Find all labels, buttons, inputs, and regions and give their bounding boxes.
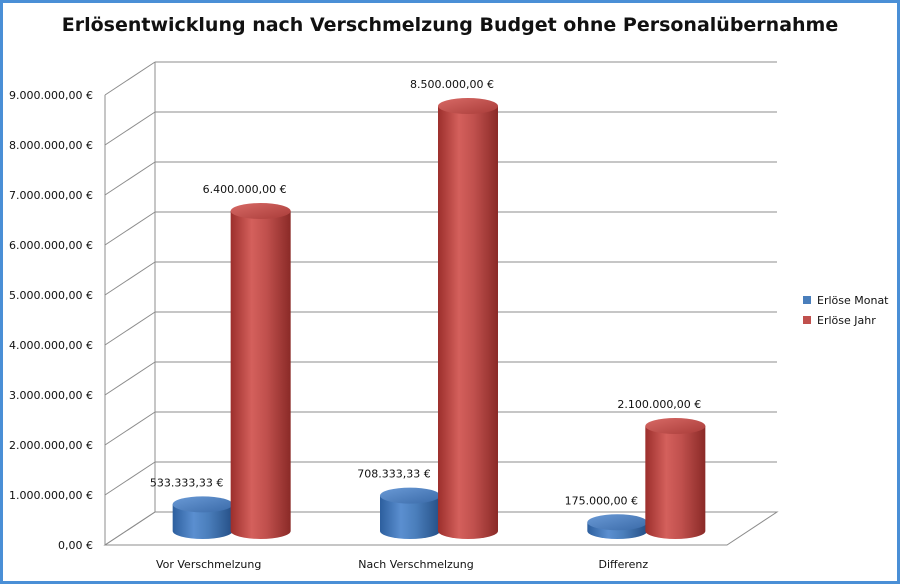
data-label: 6.400.000,00 € <box>203 183 287 196</box>
y-tick-label: 2.000.000,00 € <box>9 439 93 452</box>
bar-top <box>172 496 233 513</box>
y-tick-label: 1.000.000,00 € <box>9 489 93 502</box>
bar-body <box>172 504 233 539</box>
bar-top <box>438 98 498 114</box>
legend-swatch <box>803 316 811 324</box>
bar-monat <box>587 514 648 539</box>
y-tick-label: 7.000.000,00 € <box>9 189 93 202</box>
floor <box>103 511 779 546</box>
y-tick-label: 8.000.000,00 € <box>9 139 93 152</box>
bar-jahr <box>645 418 706 539</box>
y-tick-label: 6.000.000,00 € <box>9 239 93 252</box>
data-label: 175.000,00 € <box>565 494 638 507</box>
y-tick-label: 4.000.000,00 € <box>9 339 93 352</box>
y-tick-label: 5.000.000,00 € <box>9 289 93 302</box>
data-label: 708.333,33 € <box>357 468 430 481</box>
y-tick-label: 3.000.000,00 € <box>9 389 93 402</box>
x-tick-label: Differenz <box>598 558 648 571</box>
legend-item: Erlöse Monat <box>803 290 889 310</box>
gridline-side <box>104 211 156 246</box>
gridline-side <box>104 461 156 496</box>
gridline-side <box>104 161 156 196</box>
legend-item: Erlöse Jahr <box>803 310 889 330</box>
bar-body <box>230 211 291 539</box>
bar-top <box>645 418 706 434</box>
gridline-side <box>104 411 156 446</box>
bar-top <box>587 514 648 531</box>
x-tick-label: Vor Verschmelzung <box>156 558 261 571</box>
data-label: 533.333,33 € <box>150 476 223 489</box>
x-tick-label: Nach Verschmelzung <box>358 558 473 571</box>
gridline-side <box>104 361 156 396</box>
bar-body <box>645 426 706 539</box>
chart-title: Erlösentwicklung nach Verschmelzung Budg… <box>61 14 839 36</box>
legend-label: Erlöse Monat <box>817 293 889 307</box>
gridline-side <box>104 111 156 146</box>
legend: Erlöse Monat Erlöse Jahr <box>803 290 889 330</box>
legend-label: Erlöse Jahr <box>817 313 876 327</box>
gridline-side <box>104 61 156 96</box>
legend-swatch <box>803 296 811 304</box>
y-tick-label: 9.000.000,00 € <box>9 89 93 102</box>
bar-monat <box>172 496 233 539</box>
gridline-side <box>104 261 156 296</box>
bar-jahr <box>438 98 498 539</box>
data-label: 8.500.000,00 € <box>410 78 494 91</box>
gridline-side <box>104 311 156 346</box>
bar-body <box>380 495 440 539</box>
bar-top <box>380 487 440 504</box>
data-label: 2.100.000,00 € <box>617 398 701 411</box>
bar-body <box>438 106 498 539</box>
bar-monat <box>380 487 440 539</box>
bar-jahr <box>230 203 291 539</box>
bar-top <box>230 203 291 219</box>
y-tick-label: 0,00 € <box>58 539 93 552</box>
